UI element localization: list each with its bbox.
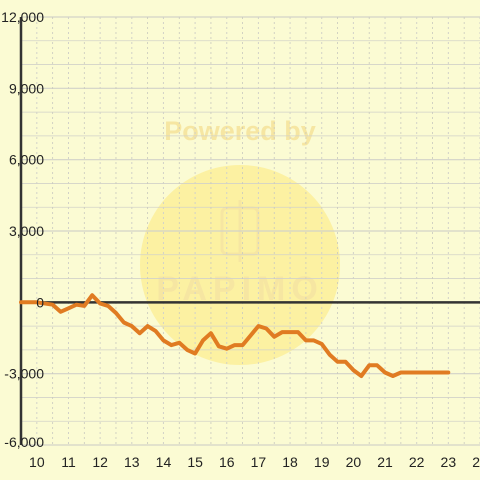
watermark-line1: Powered by (164, 116, 316, 146)
x-tick-labels: 10 11 12 13 14 15 16 17 18 19 20 21 22 23 24 (29, 454, 480, 470)
x-tick-label: 16 (219, 454, 235, 470)
x-tick-label: 19 (314, 454, 330, 470)
x-tick-label: 14 (156, 454, 172, 470)
watermark: Powered by PAPIMO (140, 116, 340, 365)
x-tick-label: 21 (377, 454, 393, 470)
x-tick-label: 18 (282, 454, 298, 470)
series-line-0 (19, 293, 451, 378)
x-tick-label: 15 (187, 454, 203, 470)
grid (21, 16, 480, 446)
x-tick-label: 13 (124, 454, 140, 470)
x-tick-label: 17 (251, 454, 267, 470)
y-tick-label: -3,000 (4, 366, 44, 382)
y-tick-labels: -6,000 -3,000 0 3,000 6,000 9,000 12,000 (1, 9, 44, 450)
x-tick-label: 12 (92, 454, 108, 470)
y-tick-label: 0 (36, 294, 44, 310)
y-tick-label: -6,000 (4, 434, 44, 450)
x-tick-label: 22 (409, 454, 425, 470)
y-tick-label: 9,000 (9, 80, 44, 96)
x-tick-label: 20 (346, 454, 362, 470)
x-tick-label: 10 (29, 454, 45, 470)
x-tick-label: 23 (441, 454, 457, 470)
watermark-circle (140, 165, 340, 365)
series-layer (19, 293, 451, 378)
x-tick-label: 11 (61, 454, 76, 470)
y-tick-label: 6,000 (9, 152, 44, 168)
x-tick-label: 24 (472, 454, 480, 470)
y-tick-label: 12,000 (1, 9, 44, 25)
y-tick-label: 3,000 (9, 223, 44, 239)
